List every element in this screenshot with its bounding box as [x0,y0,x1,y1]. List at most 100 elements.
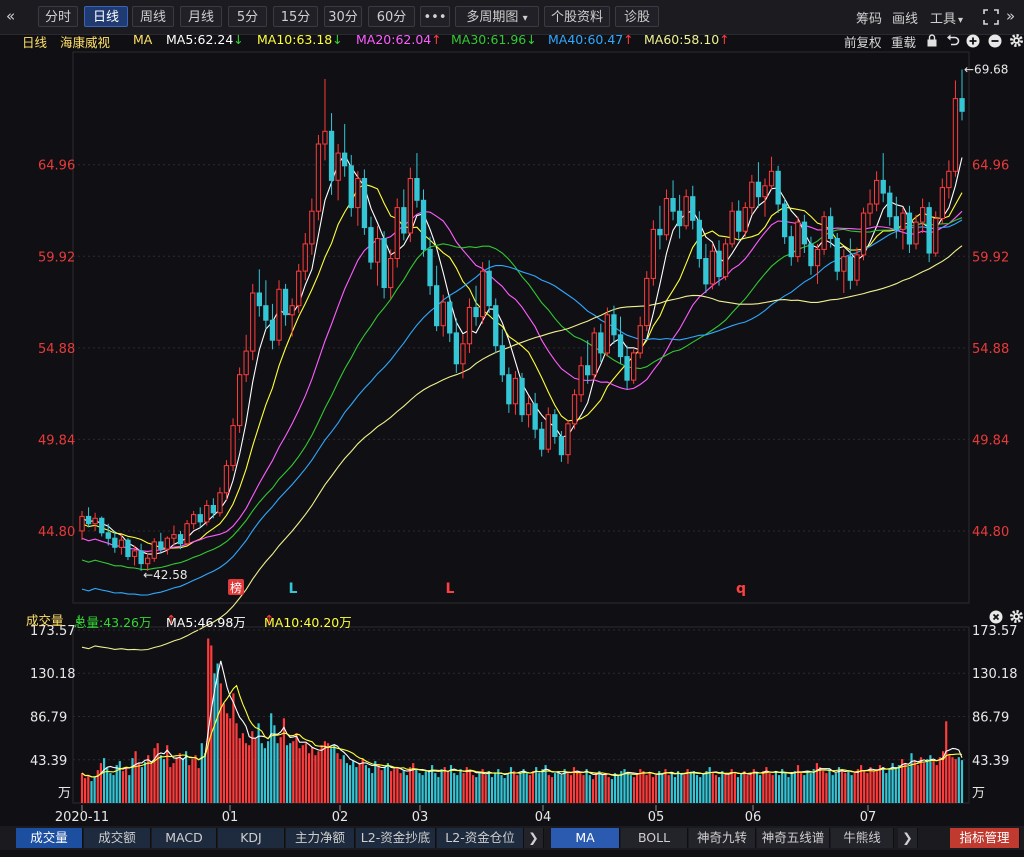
volume-bar[interactable] [891,763,894,803]
candle-body[interactable] [394,207,400,260]
volume-bar[interactable] [342,755,345,803]
volume-bar[interactable] [856,769,859,803]
candle-body[interactable] [243,350,249,376]
candle-body[interactable] [644,277,650,327]
candle-body[interactable] [197,514,203,523]
volume-bar[interactable] [525,773,528,803]
lock-icon[interactable] [926,34,938,47]
candle-body[interactable] [860,212,867,256]
candle-body[interactable] [552,414,558,438]
volume-bar[interactable] [282,718,285,803]
candle-body[interactable] [906,212,913,245]
candle-body[interactable] [250,292,256,352]
volume-bar[interactable] [96,770,99,803]
volume-bar[interactable] [503,778,506,803]
candle-body[interactable] [841,256,847,272]
volume-bar[interactable] [197,768,200,803]
volume-bar[interactable] [960,760,964,803]
volume-bar[interactable] [569,775,572,803]
candle-body[interactable] [880,179,886,194]
candle-body[interactable] [210,505,216,514]
volume-bar[interactable] [93,777,96,803]
volume-bar[interactable] [270,713,273,803]
candle-body[interactable] [499,345,506,376]
volume-bar[interactable] [364,765,367,803]
volume-bar[interactable] [866,773,869,803]
candle-body[interactable] [690,196,696,221]
rank-marker-label[interactable]: 榜 [230,580,242,595]
volume-bar[interactable] [759,775,762,803]
candle-body[interactable] [466,307,473,345]
volume-bar[interactable] [522,769,525,803]
candle-body[interactable] [414,178,420,201]
volume-bar[interactable] [695,775,699,803]
volume-bar[interactable] [229,718,232,803]
candle-body[interactable] [118,539,125,548]
period-tab-7[interactable]: 60分 [368,6,415,27]
volume-bar[interactable] [330,748,333,803]
volume-bar[interactable] [352,761,355,803]
volume-bar[interactable] [831,775,834,803]
volume-bar[interactable] [298,748,301,803]
volume-bar[interactable] [393,769,396,803]
candle-body[interactable] [683,196,689,227]
volume-bar[interactable] [885,773,888,803]
period-tab-6[interactable]: 30分 [324,6,362,27]
volume-bar[interactable] [787,777,790,803]
overlay-tab-4[interactable]: 牛熊线 [831,828,894,848]
candle-body[interactable] [217,492,223,514]
volume-bar[interactable] [932,761,935,803]
signal-marker[interactable]: L [289,581,298,597]
volume-bar[interactable] [878,765,882,803]
volume-bar[interactable] [355,767,358,803]
volume-bar[interactable] [847,771,850,803]
volume-bar[interactable] [166,745,169,803]
volume-bar[interactable] [629,775,632,803]
volume-bar[interactable] [743,771,746,803]
rank-marker-badge[interactable] [228,579,244,595]
volume-bar[interactable] [402,771,405,803]
candle-body[interactable] [808,243,814,267]
volume-bar[interactable] [333,745,336,803]
candle-body[interactable] [893,216,900,230]
candle-body[interactable] [328,130,335,181]
volume-bar[interactable] [942,751,945,803]
volume-bar[interactable] [137,763,140,803]
period-tab-4[interactable]: 5分 [228,6,267,27]
candle-body[interactable] [631,352,637,381]
candle-body[interactable] [703,258,709,285]
candle-body[interactable] [782,203,788,238]
candle-body[interactable] [447,301,453,334]
candle-body[interactable] [335,152,341,181]
candle-body[interactable] [434,285,440,327]
volume-bar[interactable] [304,743,307,803]
volume-bar[interactable] [667,775,670,803]
volume-bar[interactable] [714,775,718,803]
volume-bar[interactable] [541,769,544,803]
candle-body[interactable] [913,221,919,245]
volume-bar[interactable] [740,773,743,803]
volume-bar[interactable] [582,775,585,803]
volume-bar[interactable] [910,753,913,803]
volume-bar[interactable] [162,759,166,803]
chips-button[interactable]: 筹码 [856,12,883,27]
volume-bar[interactable] [752,769,755,803]
volume-bar[interactable] [860,765,863,803]
volume-bar[interactable] [819,767,822,803]
volume-bar[interactable] [251,731,254,803]
volume-bar[interactable] [828,769,831,803]
volume-bar[interactable] [686,769,689,803]
candle-body[interactable] [131,550,138,557]
volume-bar[interactable] [938,757,941,803]
signal-marker[interactable]: q [736,581,746,597]
candle-body[interactable] [289,305,295,316]
volume-bar[interactable] [897,765,900,803]
volume-bar[interactable] [781,769,784,803]
candle-body[interactable] [946,170,952,189]
volume-bar[interactable] [235,723,238,803]
candle-body[interactable] [821,216,827,250]
candle-body[interactable] [814,248,821,267]
volume-bar[interactable] [106,768,109,803]
volume-bar[interactable] [604,773,607,803]
volume-bar[interactable] [468,771,471,803]
